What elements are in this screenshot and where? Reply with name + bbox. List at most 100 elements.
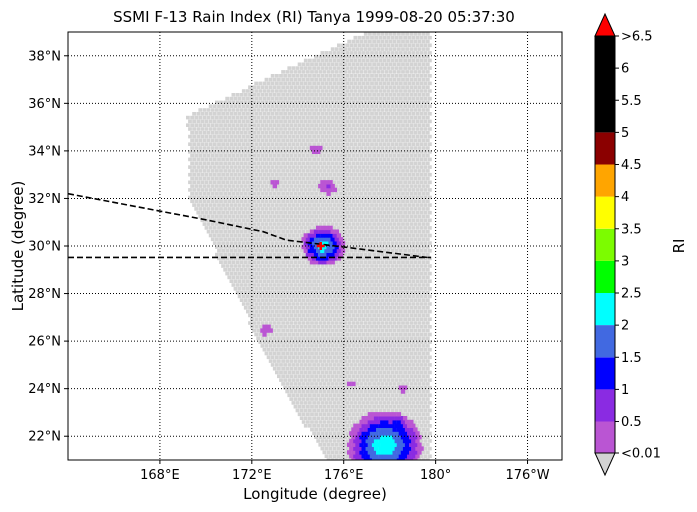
swath-pixel — [423, 355, 428, 360]
swath-pixel — [212, 241, 217, 245]
swath-pixel — [372, 47, 376, 51]
swath-pixel — [341, 264, 345, 268]
swath-pixel — [227, 268, 232, 272]
swath-pixel — [380, 389, 385, 394]
swath-pixel — [365, 355, 370, 360]
swath-pixel — [295, 188, 300, 192]
swath-pixel — [407, 249, 412, 253]
swath-pixel — [299, 165, 304, 169]
swath-pixel — [231, 115, 236, 120]
swath-pixel — [289, 374, 294, 379]
swath-pixel — [355, 260, 360, 264]
swath-pixel — [363, 191, 368, 196]
swath-pixel — [295, 66, 300, 70]
swath-pixel — [219, 207, 223, 211]
swath-pixel — [382, 203, 387, 207]
swath-pixel — [363, 77, 368, 82]
swath-pixel — [285, 374, 290, 379]
swath-pixel — [210, 176, 215, 181]
swath-pixel — [275, 370, 279, 375]
swath-pixel — [409, 336, 414, 341]
swath-pixel — [295, 256, 300, 261]
swath-pixel — [380, 191, 385, 196]
swath-pixel — [262, 294, 267, 299]
swath-pixel — [324, 264, 329, 268]
swath-pixel — [266, 287, 271, 291]
swath-pixel — [419, 172, 424, 177]
swath-pixel — [357, 119, 362, 124]
swath-pixel — [200, 203, 205, 207]
swath-pixel — [359, 176, 364, 181]
swath-pixel — [316, 112, 321, 116]
swath-pixel — [370, 203, 374, 207]
swath-pixel — [297, 237, 302, 242]
swath-pixel — [281, 131, 285, 135]
swath-pixel — [241, 210, 246, 215]
swath-pixel — [285, 321, 290, 325]
swath-pixel — [363, 169, 368, 173]
swath-pixel — [374, 332, 378, 337]
swath-pixel — [332, 157, 337, 162]
swath-pixel — [314, 199, 318, 204]
swath-pixel — [330, 435, 335, 439]
swath-pixel — [268, 298, 273, 302]
swath-pixel — [243, 123, 248, 127]
swath-pixel — [339, 115, 343, 120]
swath-pixel — [355, 184, 360, 188]
swath-pixel — [233, 165, 238, 169]
swath-pixel — [268, 344, 273, 348]
swath-pixel — [297, 62, 302, 67]
swath-pixel — [202, 207, 207, 211]
swath-pixel — [405, 207, 409, 211]
swath-pixel — [235, 146, 240, 150]
swath-pixel — [384, 214, 389, 219]
swath-pixel — [297, 100, 302, 105]
swath-pixel — [254, 112, 259, 116]
swath-pixel — [386, 74, 391, 78]
swath-pixel — [378, 203, 383, 207]
swath-pixel — [334, 93, 339, 97]
swath-pixel — [308, 203, 312, 207]
swath-pixel — [285, 184, 290, 188]
swath-pixel — [417, 245, 422, 249]
swath-pixel — [370, 104, 374, 108]
swath-pixel — [326, 146, 331, 150]
swath-pixel — [423, 96, 428, 101]
swath-pixel — [250, 172, 254, 177]
swath-pixel — [326, 214, 331, 219]
swath-pixel — [392, 115, 397, 120]
swath-pixel — [260, 161, 265, 166]
swath-pixel — [318, 199, 323, 204]
swath-pixel — [308, 134, 312, 139]
swath-pixel — [279, 96, 283, 101]
swath-pixel — [345, 172, 350, 177]
swath-pixel — [320, 66, 325, 70]
swath-pixel — [334, 366, 339, 371]
swath-pixel — [405, 77, 409, 82]
swath-pixel — [310, 298, 314, 302]
swath-pixel — [405, 298, 409, 302]
swath-pixel — [405, 191, 409, 196]
swath-pixel — [297, 412, 302, 417]
swath-pixel — [190, 123, 194, 127]
swath-pixel — [277, 123, 281, 127]
swath-pixel — [310, 283, 314, 287]
swath-pixel — [386, 180, 391, 185]
swath-pixel — [281, 268, 285, 272]
swath-pixel — [397, 199, 401, 204]
swath-pixel — [250, 134, 254, 139]
swath-pixel — [291, 226, 296, 230]
swath-pixel — [233, 249, 238, 253]
swath-pixel — [306, 321, 310, 325]
swath-pixel — [428, 51, 432, 55]
swath-pixel — [237, 172, 242, 177]
swath-pixel — [419, 309, 424, 314]
swath-pixel — [334, 131, 339, 135]
swath-pixel — [355, 344, 360, 348]
swath-pixel — [287, 363, 292, 367]
swath-pixel — [283, 302, 287, 306]
swath-pixel — [349, 195, 354, 200]
swath-pixel — [295, 309, 300, 314]
swath-pixel — [378, 96, 383, 101]
swath-pixel — [322, 443, 327, 447]
